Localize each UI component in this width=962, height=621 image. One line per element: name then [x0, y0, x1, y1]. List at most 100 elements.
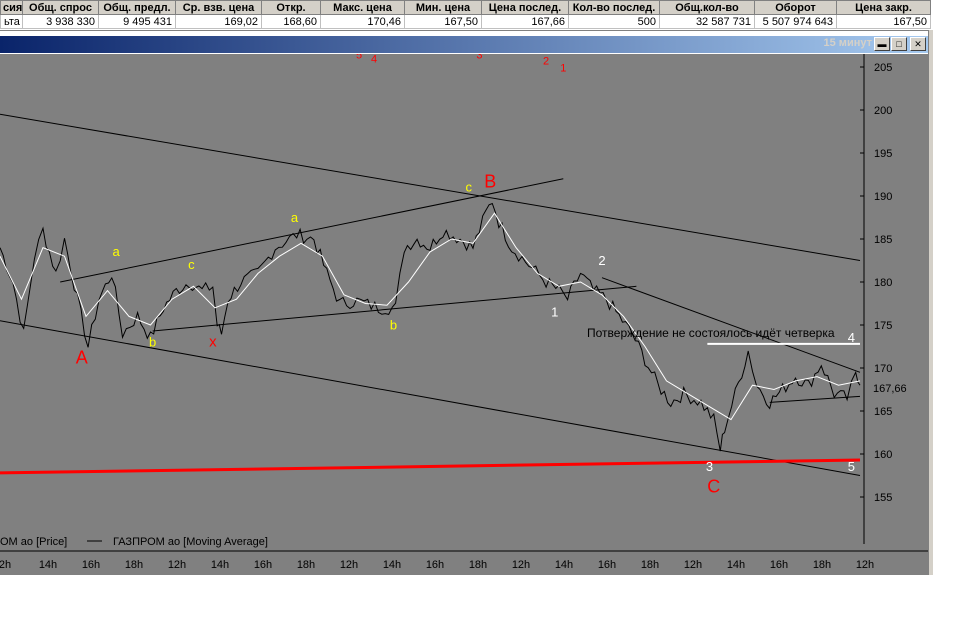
x-tick-label: 14h [727, 559, 745, 571]
wave-label: B [484, 171, 496, 191]
wave-label: 5 [356, 54, 362, 61]
quotes-value-cell: 3 938 330 [22, 14, 99, 29]
moving-average-line [0, 212, 861, 421]
trend-line [60, 178, 564, 283]
quotes-header-cell[interactable]: Макс. цена [320, 0, 405, 15]
y-tick-label: 205 [874, 62, 892, 74]
y-tick-label: 185 [874, 234, 892, 246]
wave-label: 1 [560, 62, 566, 74]
time-axis-strip [0, 551, 928, 575]
x-tick-label: 2h [0, 559, 11, 571]
maximize-icon[interactable]: □ [891, 37, 907, 51]
quotes-value-cell: ьта [0, 14, 23, 29]
trend-line [601, 277, 861, 373]
close-icon[interactable]: ✕ [910, 37, 926, 51]
last-price-label: 167,66 [873, 383, 907, 395]
wave-label: u [431, 54, 437, 57]
y-tick-label: 170 [874, 363, 892, 375]
wave-label: b [149, 335, 156, 350]
x-tick-label: 14h [383, 559, 401, 571]
trend-line [769, 395, 861, 403]
price-chart[interactable]: ABCxabcabc1234554u321 205200195190185180… [0, 54, 928, 575]
quotes-value-cell: 5 507 974 643 [754, 14, 837, 29]
wave-label: 4 [371, 54, 377, 66]
x-tick-label: 18h [297, 559, 315, 571]
y-tick-label: 155 [874, 492, 892, 504]
chart-background [0, 54, 928, 575]
x-tick-label: 18h [469, 559, 487, 571]
x-tick-label: 14h [211, 559, 229, 571]
quotes-value-cell: 32 587 731 [659, 14, 755, 29]
quotes-header-cell[interactable]: Общ.кол-во [659, 0, 755, 15]
quotes-header-cell[interactable]: Откр. [261, 0, 321, 15]
y-tick-label: 200 [874, 105, 892, 117]
x-tick-label: 14h [39, 559, 57, 571]
wave-label: x [209, 334, 217, 351]
wave-label: 5 [848, 459, 855, 474]
y-tick-label: 165 [874, 406, 892, 418]
quotes-header-cell[interactable]: Общ. спрос [22, 0, 99, 15]
window-caption: 15 минут [823, 37, 872, 49]
quotes-header-cell[interactable]: Ср. взв. цена [175, 0, 262, 15]
trend-line [152, 285, 637, 332]
trend-line [0, 320, 861, 476]
quotes-value-cell: 169,02 [175, 14, 262, 29]
quotes-value-cell: 500 [568, 14, 660, 29]
x-tick-label: 18h [125, 559, 143, 571]
wave-label: C [707, 477, 720, 497]
quotes-value-cell: 9 495 431 [98, 14, 176, 29]
quotes-value-cell: 167,50 [404, 14, 482, 29]
legend-price: ОМ ао [Price] [0, 536, 67, 548]
x-tick-label: 12h [340, 559, 358, 571]
quotes-header-cell[interactable]: Цена послед. [481, 0, 569, 15]
minimize-icon[interactable]: ▬ [874, 37, 890, 51]
x-tick-label: 12h [512, 559, 530, 571]
legend-moving-average: ГАЗПРОМ ао [Moving Average] [113, 536, 268, 548]
x-tick-label: 16h [426, 559, 444, 571]
quotes-header-cell[interactable]: Общ. предл. [98, 0, 176, 15]
x-tick-label: 16h [254, 559, 272, 571]
wave-label: 3 [476, 54, 482, 61]
quotes-header-cell[interactable]: Мин. цена [404, 0, 482, 15]
x-tick-label: 16h [82, 559, 100, 571]
quotes-value-cell: 167,50 [836, 14, 931, 29]
x-tick-label: 12h [856, 559, 874, 571]
quotes-value-cell: 167,66 [481, 14, 569, 29]
y-tick-label: 190 [874, 191, 892, 203]
wave-label: 2 [598, 253, 605, 268]
x-tick-label: 12h [684, 559, 702, 571]
support-line [0, 458, 861, 475]
x-tick-label: 18h [813, 559, 831, 571]
quotes-header-cell[interactable]: Кол-во послед. [568, 0, 660, 15]
wave-label: 2 [543, 55, 549, 67]
chart-window-titlebar[interactable]: 15 минут ▬ □ ✕ [0, 36, 930, 53]
x-tick-label: 14h [555, 559, 573, 571]
annotation-text: Потверждение не состоялось идёт четверка [587, 326, 835, 340]
x-tick-label: 12h [168, 559, 186, 571]
quotes-header-cell[interactable]: Оборот [754, 0, 837, 15]
quotes-value-cell: 170,46 [320, 14, 405, 29]
wave-label: 3 [706, 459, 713, 474]
x-tick-label: 16h [770, 559, 788, 571]
wave-label: a [112, 244, 120, 259]
y-tick-label: 195 [874, 148, 892, 160]
wave-label: c [465, 180, 472, 195]
wave-label: c [188, 257, 195, 272]
wave-label: a [291, 210, 299, 225]
quotes-value-row[interactable]: ьта 3 938 330 9 495 431 169,02 168,60 170,46 1… [0, 14, 931, 29]
wave-label: A [76, 348, 88, 368]
price-series-line [0, 202, 861, 452]
wave-label: b [390, 317, 397, 332]
quotes-header-cell[interactable]: сия [0, 0, 23, 15]
quotes-header-row: сия Общ. спрос Общ. предл. Ср. взв. цена Отк… [0, 0, 931, 15]
y-tick-label: 160 [874, 449, 892, 461]
window-frame-right [928, 30, 933, 575]
trend-line [0, 113, 861, 261]
x-tick-label: 16h [598, 559, 616, 571]
y-tick-label: 175 [874, 320, 892, 332]
quotes-value-cell: 168,60 [261, 14, 321, 29]
y-tick-label: 180 [874, 277, 892, 289]
wave-label: 4 [848, 330, 855, 345]
x-tick-label: 18h [641, 559, 659, 571]
quotes-header-cell[interactable]: Цена закр. [836, 0, 931, 15]
